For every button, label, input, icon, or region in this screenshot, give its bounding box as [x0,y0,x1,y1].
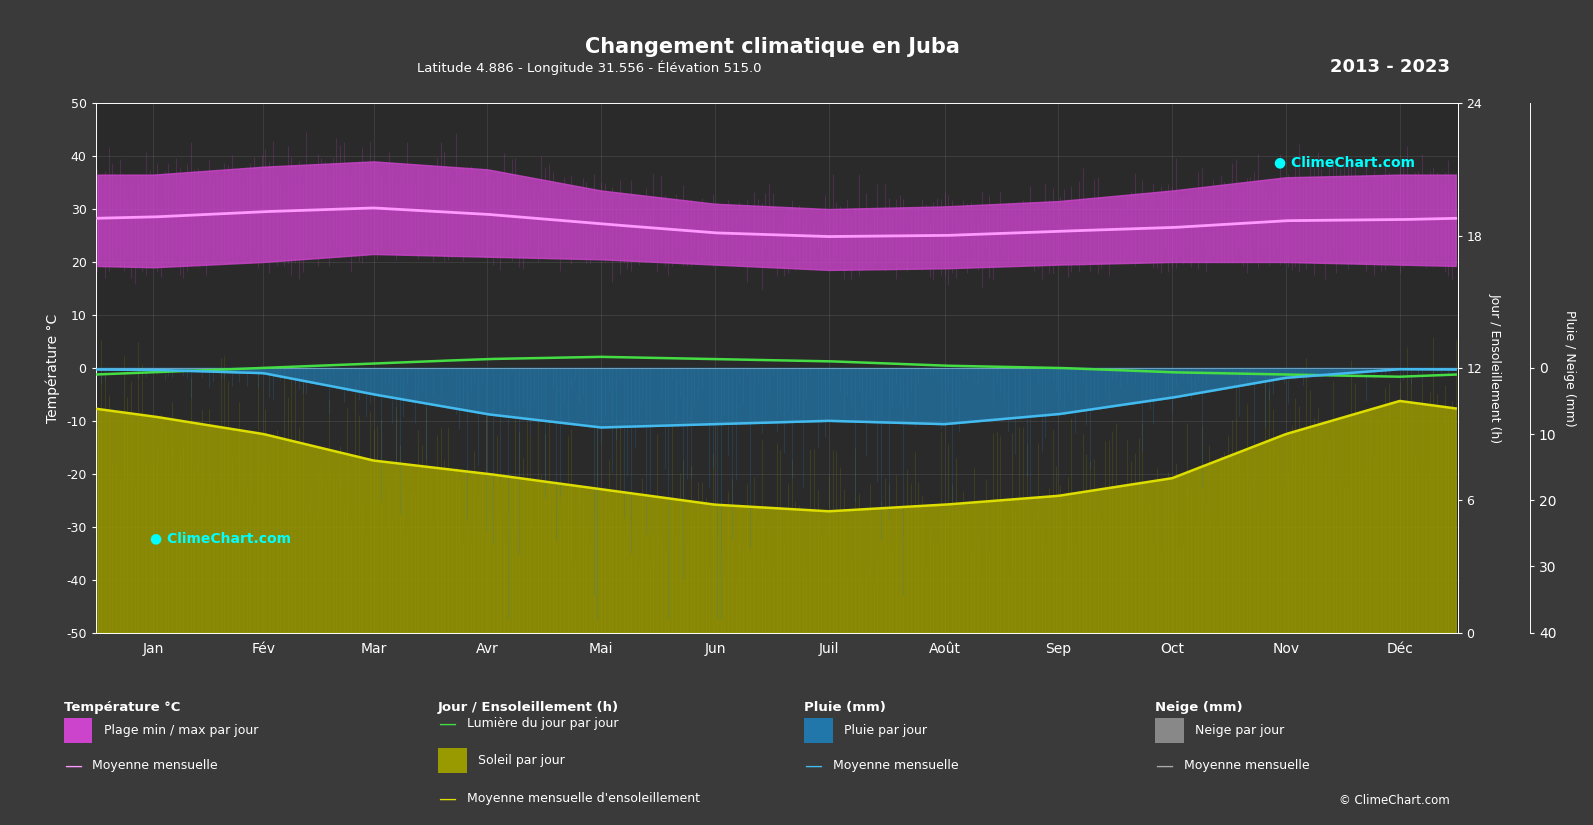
Text: Neige par jour: Neige par jour [1195,724,1284,737]
Y-axis label: Pluie / Neige (mm): Pluie / Neige (mm) [1563,309,1575,427]
Text: © ClimeChart.com: © ClimeChart.com [1338,794,1450,808]
Y-axis label: Jour / Ensoleillement (h): Jour / Ensoleillement (h) [1489,293,1502,443]
Text: Température °C: Température °C [64,701,180,714]
Text: Moyenne mensuelle: Moyenne mensuelle [833,759,959,772]
Text: Pluie par jour: Pluie par jour [844,724,927,737]
Text: Lumière du jour par jour: Lumière du jour par jour [467,717,618,730]
Y-axis label: Température °C: Température °C [46,314,61,422]
Text: —: — [438,790,456,808]
Text: 2013 - 2023: 2013 - 2023 [1330,58,1450,76]
Text: Moyenne mensuelle: Moyenne mensuelle [1184,759,1309,772]
Text: —: — [438,714,456,733]
Text: ● ClimeChart.com: ● ClimeChart.com [150,531,292,545]
Text: Moyenne mensuelle d'ensoleillement: Moyenne mensuelle d'ensoleillement [467,792,699,805]
Text: Pluie (mm): Pluie (mm) [804,701,886,714]
Text: —: — [804,757,822,775]
Text: Moyenne mensuelle: Moyenne mensuelle [92,759,218,772]
Text: Changement climatique en Juba: Changement climatique en Juba [585,37,961,57]
Text: ● ClimeChart.com: ● ClimeChart.com [1274,156,1415,170]
Text: Neige (mm): Neige (mm) [1155,701,1243,714]
Text: Plage min / max par jour: Plage min / max par jour [104,724,258,737]
Text: Latitude 4.886 - Longitude 31.556 - Élévation 515.0: Latitude 4.886 - Longitude 31.556 - Élév… [417,60,761,75]
Text: —: — [1155,757,1172,775]
Text: —: — [64,757,81,775]
Text: Soleil par jour: Soleil par jour [478,754,564,767]
Text: Jour / Ensoleillement (h): Jour / Ensoleillement (h) [438,701,620,714]
